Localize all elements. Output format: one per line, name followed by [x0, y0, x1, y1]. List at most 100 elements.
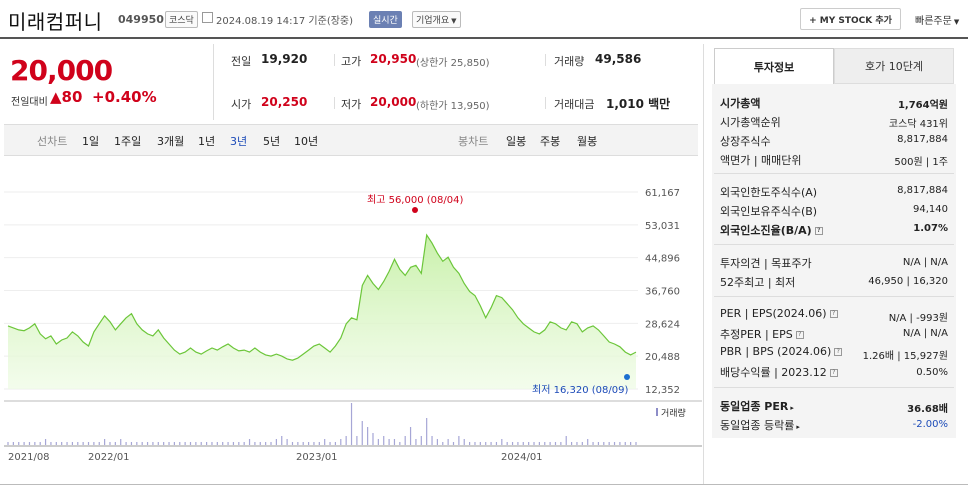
divider — [714, 173, 954, 174]
volume-bar — [61, 442, 63, 445]
pbr-bps-label: PBR | BPS (2024.06) — [720, 345, 832, 358]
change-label: 전일대비 — [11, 97, 48, 108]
tab-1d[interactable]: 1일 — [82, 135, 100, 148]
volume-bar — [436, 439, 439, 445]
volume-bar — [307, 442, 310, 445]
info-value: 94,140 — [913, 204, 948, 215]
open-value: 20,250 — [261, 95, 308, 109]
volume-bar — [565, 436, 567, 445]
volume-bar — [624, 442, 626, 445]
y-tick-label: 20,488 — [645, 352, 680, 363]
low-label: 저가 — [341, 98, 362, 111]
market-badge: 코스닥 — [165, 11, 198, 28]
volume-bar — [318, 442, 320, 445]
upper-limit: (상한가 25,850) — [416, 58, 490, 69]
quick-order-button[interactable]: 빠른주문 ▼ — [915, 12, 959, 27]
volume-bar — [55, 442, 57, 445]
tab-5y[interactable]: 5년 — [263, 135, 281, 148]
x-tick-label: 2022/01 — [88, 452, 130, 463]
volume-bar — [71, 442, 74, 445]
volume-bar — [125, 442, 127, 445]
company-info-dropdown[interactable]: 기업개요 ▼ — [412, 11, 461, 28]
volume-bar — [442, 442, 444, 445]
volume-bar — [479, 442, 481, 445]
info-label[interactable]: 동일업종 등락률 ▸ — [720, 417, 800, 433]
volume-bar — [613, 442, 616, 445]
volume-bar — [163, 442, 165, 445]
help-icon[interactable]: ? — [834, 348, 843, 356]
volume-bar — [549, 442, 551, 445]
volume-bar — [340, 439, 342, 445]
volume-bar — [324, 439, 326, 445]
info-label: 외국인보유주식수(B) — [720, 205, 818, 218]
volume-bar — [270, 442, 272, 445]
tab-invest-info[interactable]: 투자정보 — [714, 48, 834, 84]
volume-bar — [104, 439, 106, 445]
volume-bar — [619, 442, 621, 445]
tab-3y[interactable]: 3년 — [230, 135, 248, 148]
help-icon[interactable]: ? — [829, 369, 838, 377]
x-tick-label: 2023/01 — [296, 452, 338, 463]
my-stock-add-button[interactable]: + MY STOCK 추가 — [800, 8, 901, 30]
volume-bar — [205, 442, 208, 445]
info-value: 0.50% — [916, 367, 948, 378]
header-divider — [0, 37, 968, 39]
info-label: 추정PER | EPS? — [720, 326, 804, 342]
volume-bar — [286, 439, 288, 445]
volume-bar — [345, 436, 347, 445]
info-panel — [712, 84, 956, 438]
tab-daily[interactable]: 일봉 — [506, 135, 527, 148]
volume-bar — [222, 442, 224, 445]
tab-10y[interactable]: 10년 — [294, 135, 319, 148]
volume-bar — [533, 442, 535, 445]
volume-bar — [458, 436, 460, 445]
help-icon[interactable]: ? — [829, 310, 838, 318]
bottom-border — [0, 484, 968, 485]
divider — [714, 244, 954, 245]
volume-bar — [388, 439, 390, 445]
panel-divider — [703, 44, 704, 484]
volume-bar — [554, 442, 557, 445]
volume-bar — [98, 442, 100, 445]
info-label[interactable]: 동일업종 PER ▸ — [720, 398, 794, 414]
tab-weekly[interactable]: 주봉 — [540, 135, 561, 148]
realtime-button[interactable]: 실시간 — [369, 11, 402, 28]
help-icon[interactable]: ? — [795, 331, 804, 339]
volume-bar — [404, 436, 406, 445]
volume-bar — [630, 442, 632, 445]
volume-bar — [635, 442, 637, 445]
volume-bar — [356, 436, 358, 445]
tab-1w[interactable]: 1주일 — [114, 135, 142, 148]
volume-bar — [152, 442, 154, 445]
tab-1y[interactable]: 1년 — [198, 135, 216, 148]
tab-monthly[interactable]: 월봉 — [577, 135, 598, 148]
volume-bar — [141, 442, 143, 445]
help-icon[interactable]: ? — [814, 227, 823, 235]
x-tick-label: 2024/01 — [501, 452, 543, 463]
info-value: 코스닥 431위 — [888, 119, 948, 130]
volume-bar — [501, 439, 503, 445]
volume-bar — [93, 442, 95, 445]
volume-bar — [490, 442, 492, 445]
stock-code: 049950 — [118, 13, 164, 26]
company-name: 미래컴퍼니 — [8, 10, 103, 34]
low-annotation: 최저 16,320 (08/09) — [532, 384, 628, 396]
volume-bar — [302, 442, 304, 445]
volume-bar — [581, 442, 583, 445]
volume-bar — [195, 442, 197, 445]
volume-bar — [608, 442, 610, 445]
volume-bar — [281, 436, 283, 445]
volume-bar — [474, 442, 476, 445]
volume-bar — [189, 442, 192, 445]
change-percent: +0.40% — [92, 88, 157, 106]
info-label: 시가총액 — [720, 97, 761, 110]
volume-bar — [173, 442, 175, 445]
tab-quote-10[interactable]: 호가 10단계 — [834, 48, 954, 84]
tab-3m[interactable]: 3개월 — [157, 135, 185, 148]
volume-legend: 거래량 — [661, 407, 686, 419]
price-line — [7, 233, 637, 361]
divider — [545, 97, 546, 109]
price-chart[interactable]: 61,167 53,031 44,896 36,760 28,624 20,488 12,3… — [4, 160, 702, 490]
volume-bar — [238, 442, 240, 445]
sector-change-label: 동일업종 등락률 — [720, 419, 795, 432]
